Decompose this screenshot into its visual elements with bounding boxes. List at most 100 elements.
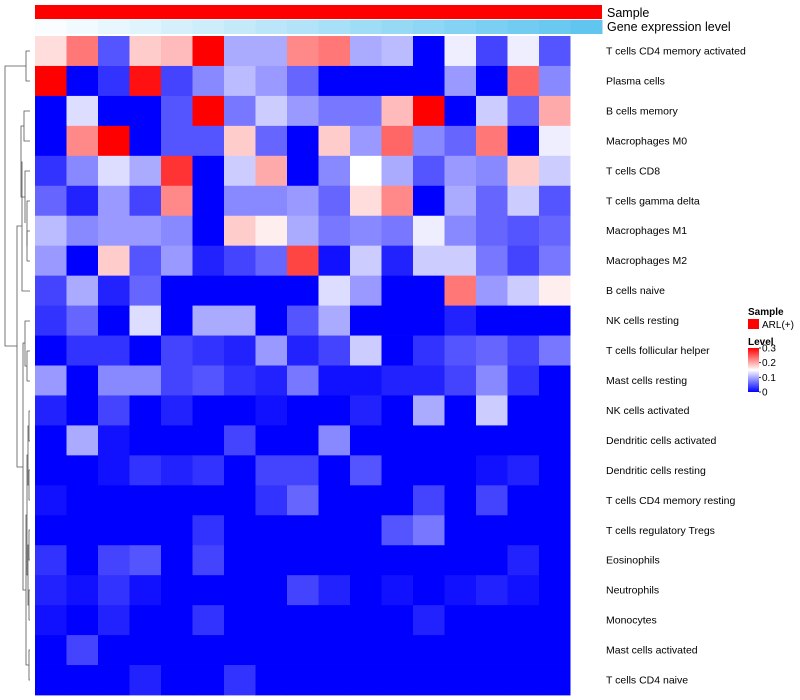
heatmap-cell [570, 215, 603, 247]
heatmap-cell [413, 245, 445, 277]
heatmap-cell [539, 125, 571, 157]
heatmap-cell [507, 125, 540, 157]
annotation-expression-cell [350, 20, 382, 34]
heatmap-cell [98, 185, 130, 217]
row-label: T cells regulatory Tregs [606, 525, 715, 537]
row-label: Monocytes [606, 615, 657, 627]
heatmap-cell [98, 125, 130, 157]
heatmap-cell [98, 335, 130, 366]
heatmap-cell [350, 455, 382, 486]
heatmap-cell [413, 635, 445, 666]
heatmap-cell [66, 665, 99, 696]
heatmap-cell [476, 95, 508, 127]
heatmap-cell [161, 155, 193, 187]
heatmap-cell [318, 185, 351, 217]
heatmap-cell [413, 545, 445, 576]
heatmap-cell [570, 275, 603, 306]
heatmap-cell [224, 425, 256, 456]
heatmap-cell [570, 575, 603, 606]
heatmap-cell [318, 335, 351, 366]
row-label: Neutrophils [606, 585, 659, 597]
heatmap-cell [161, 95, 193, 127]
heatmap-cell [444, 125, 477, 157]
heatmap-cell [161, 455, 193, 486]
heatmap-cell [255, 545, 288, 576]
heatmap-cell [98, 36, 130, 67]
heatmap-cell [192, 545, 225, 576]
annotation-expression-cell [318, 20, 351, 34]
heatmap-cell [98, 155, 130, 187]
heatmap-cell [35, 65, 67, 97]
heatmap-cell [570, 185, 603, 217]
heatmap-cell [476, 305, 508, 336]
heatmap-cell [476, 545, 508, 576]
heatmap-cell [381, 335, 414, 366]
heatmap-cell [476, 455, 508, 486]
annotation-expression-cell [476, 20, 508, 34]
heatmap-cell [318, 455, 351, 486]
heatmap-cell [476, 425, 508, 456]
heatmap-cell [129, 305, 162, 336]
heatmap-cell [476, 635, 508, 666]
heatmap-cell [318, 575, 351, 606]
heatmap-cell [224, 455, 256, 486]
annotation-label-sample: Sample [607, 6, 649, 20]
heatmap-cell [539, 605, 571, 636]
heatmap-cell [35, 215, 67, 247]
heatmap-cell [224, 95, 256, 127]
heatmap-cell [444, 455, 477, 486]
heatmap-cell [66, 245, 99, 277]
row-label: T cells CD4 memory resting [606, 495, 735, 507]
heatmap-cell [224, 155, 256, 187]
heatmap-cell [129, 155, 162, 187]
heatmap-cell [318, 245, 351, 277]
row-label: Macrophages M2 [606, 255, 687, 267]
heatmap-cell [98, 245, 130, 277]
heatmap-cell [224, 125, 256, 157]
heatmap-cell [413, 365, 445, 396]
heatmap-cell [66, 545, 99, 576]
heatmap-cell [161, 185, 193, 217]
heatmap-cell [539, 335, 571, 366]
row-label: T cells CD8 [606, 165, 660, 177]
row-label: B cells naive [606, 285, 665, 297]
heatmap-cell [476, 515, 508, 546]
heatmap-cell [539, 635, 571, 666]
heatmap-cell [318, 605, 351, 636]
heatmap-cell [35, 575, 67, 606]
heatmap-cell [192, 485, 225, 516]
heatmap-cell [444, 215, 477, 247]
heatmap-cell [570, 665, 603, 696]
heatmap-cell [570, 65, 603, 97]
heatmap-cell [224, 515, 256, 546]
heatmap-cell [507, 36, 540, 67]
heatmap-cell [476, 665, 508, 696]
heatmap-cell [476, 185, 508, 217]
heatmap-cell [318, 485, 351, 516]
heatmap-cell [192, 665, 225, 696]
heatmap-cell [444, 575, 477, 606]
heatmap-cell [192, 65, 225, 97]
heatmap-cell [66, 335, 99, 366]
annotation-expression-cell [66, 20, 99, 34]
heatmap-cell [98, 395, 130, 426]
heatmap-cell [539, 665, 571, 696]
heatmap-cell [507, 275, 540, 306]
heatmap-cell [129, 36, 162, 67]
heatmap-cell [350, 125, 382, 157]
heatmap-cell [287, 605, 319, 636]
heatmap-cell [129, 335, 162, 366]
heatmap-cell [192, 515, 225, 546]
heatmap-cell [507, 365, 540, 396]
annotation-expression-cell [161, 20, 193, 34]
heatmap-cell [507, 485, 540, 516]
heatmap-cell [444, 485, 477, 516]
heatmap-cell [287, 365, 319, 396]
heatmap-cell [192, 365, 225, 396]
heatmap-cell [444, 185, 477, 217]
heatmap-cell [570, 545, 603, 576]
heatmap-cell [129, 635, 162, 666]
heatmap-cell [287, 515, 319, 546]
heatmap-cell [35, 95, 67, 127]
annotation-expression-cell [444, 20, 477, 34]
